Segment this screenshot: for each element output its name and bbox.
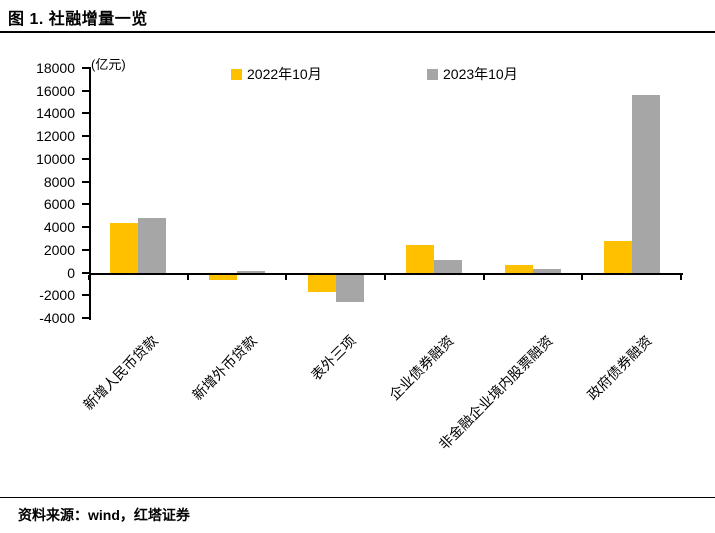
bar bbox=[533, 269, 561, 273]
bar bbox=[307, 272, 336, 292]
y-axis-unit-label: (亿元) bbox=[91, 57, 126, 72]
y-axis-tick bbox=[82, 294, 89, 297]
y-axis-tick-label: 2000 bbox=[43, 241, 75, 258]
legend-label-2023: 2023年10月 bbox=[443, 66, 518, 82]
y-axis-tick-label: 18000 bbox=[36, 60, 75, 76]
x-axis-tick bbox=[581, 274, 584, 280]
bar bbox=[505, 264, 533, 273]
x-axis-tick bbox=[88, 274, 90, 280]
y-axis-tick-label: 0 bbox=[67, 264, 75, 281]
figure-title: 图 1. 社融增量一览 bbox=[8, 11, 148, 28]
bar bbox=[603, 240, 632, 273]
y-axis-line bbox=[89, 67, 91, 320]
y-axis-tick bbox=[82, 112, 89, 115]
legend-item-2022[interactable]: 2022年10月 bbox=[231, 64, 322, 84]
y-axis-tick bbox=[82, 317, 89, 319]
legend-swatch-2022-icon bbox=[231, 68, 242, 80]
bar bbox=[209, 272, 237, 281]
bar bbox=[335, 272, 364, 303]
y-axis-tick bbox=[82, 157, 89, 160]
y-axis-tick bbox=[82, 180, 89, 183]
footer-divider bbox=[0, 497, 715, 498]
bar bbox=[406, 245, 435, 273]
bar bbox=[237, 271, 265, 273]
x-axis-tick bbox=[384, 274, 386, 280]
y-axis-tick bbox=[82, 226, 89, 229]
y-axis-tick-label: 14000 bbox=[36, 105, 75, 122]
x-axis-tick bbox=[186, 274, 189, 280]
category-label: 新增人民币贷款 bbox=[80, 332, 162, 414]
category-label: 政府债券融资 bbox=[583, 332, 655, 404]
x-axis-tick bbox=[680, 274, 682, 280]
x-axis-line bbox=[89, 272, 683, 276]
category-label: 新增外币贷款 bbox=[189, 332, 260, 404]
y-axis-tick bbox=[82, 271, 89, 274]
title-divider bbox=[0, 31, 715, 33]
y-axis-tick-label: 12000 bbox=[36, 128, 75, 145]
x-axis-tick bbox=[482, 274, 485, 280]
source-note: 资料来源：wind，红塔证券 bbox=[18, 507, 190, 523]
y-axis-tick bbox=[82, 203, 89, 206]
y-axis-tick-label: -4000 bbox=[39, 310, 75, 326]
bar bbox=[631, 95, 660, 273]
x-axis-tick bbox=[285, 274, 288, 280]
y-axis-tick-label: 4000 bbox=[43, 219, 75, 236]
y-axis-tick-label: 16000 bbox=[36, 82, 75, 99]
bar bbox=[138, 218, 167, 273]
legend-label-2022: 2022年10月 bbox=[247, 66, 322, 82]
legend-item-2023[interactable]: 2023年10月 bbox=[427, 64, 518, 84]
y-axis-tick bbox=[82, 135, 89, 138]
bar bbox=[110, 222, 139, 273]
category-label: 表外三项 bbox=[307, 332, 359, 384]
y-axis-tick bbox=[82, 248, 89, 251]
y-axis-tick-label: -2000 bbox=[39, 287, 75, 304]
y-axis-tick-label: 6000 bbox=[43, 196, 75, 213]
category-label: 企业债券融资 bbox=[386, 332, 458, 404]
y-axis-tick bbox=[82, 89, 89, 92]
y-axis-tick bbox=[82, 67, 89, 69]
bar bbox=[434, 260, 463, 273]
y-axis-tick-label: 8000 bbox=[43, 173, 75, 190]
y-axis-tick-label: 10000 bbox=[36, 150, 75, 167]
legend-swatch-2023-icon bbox=[427, 68, 438, 80]
